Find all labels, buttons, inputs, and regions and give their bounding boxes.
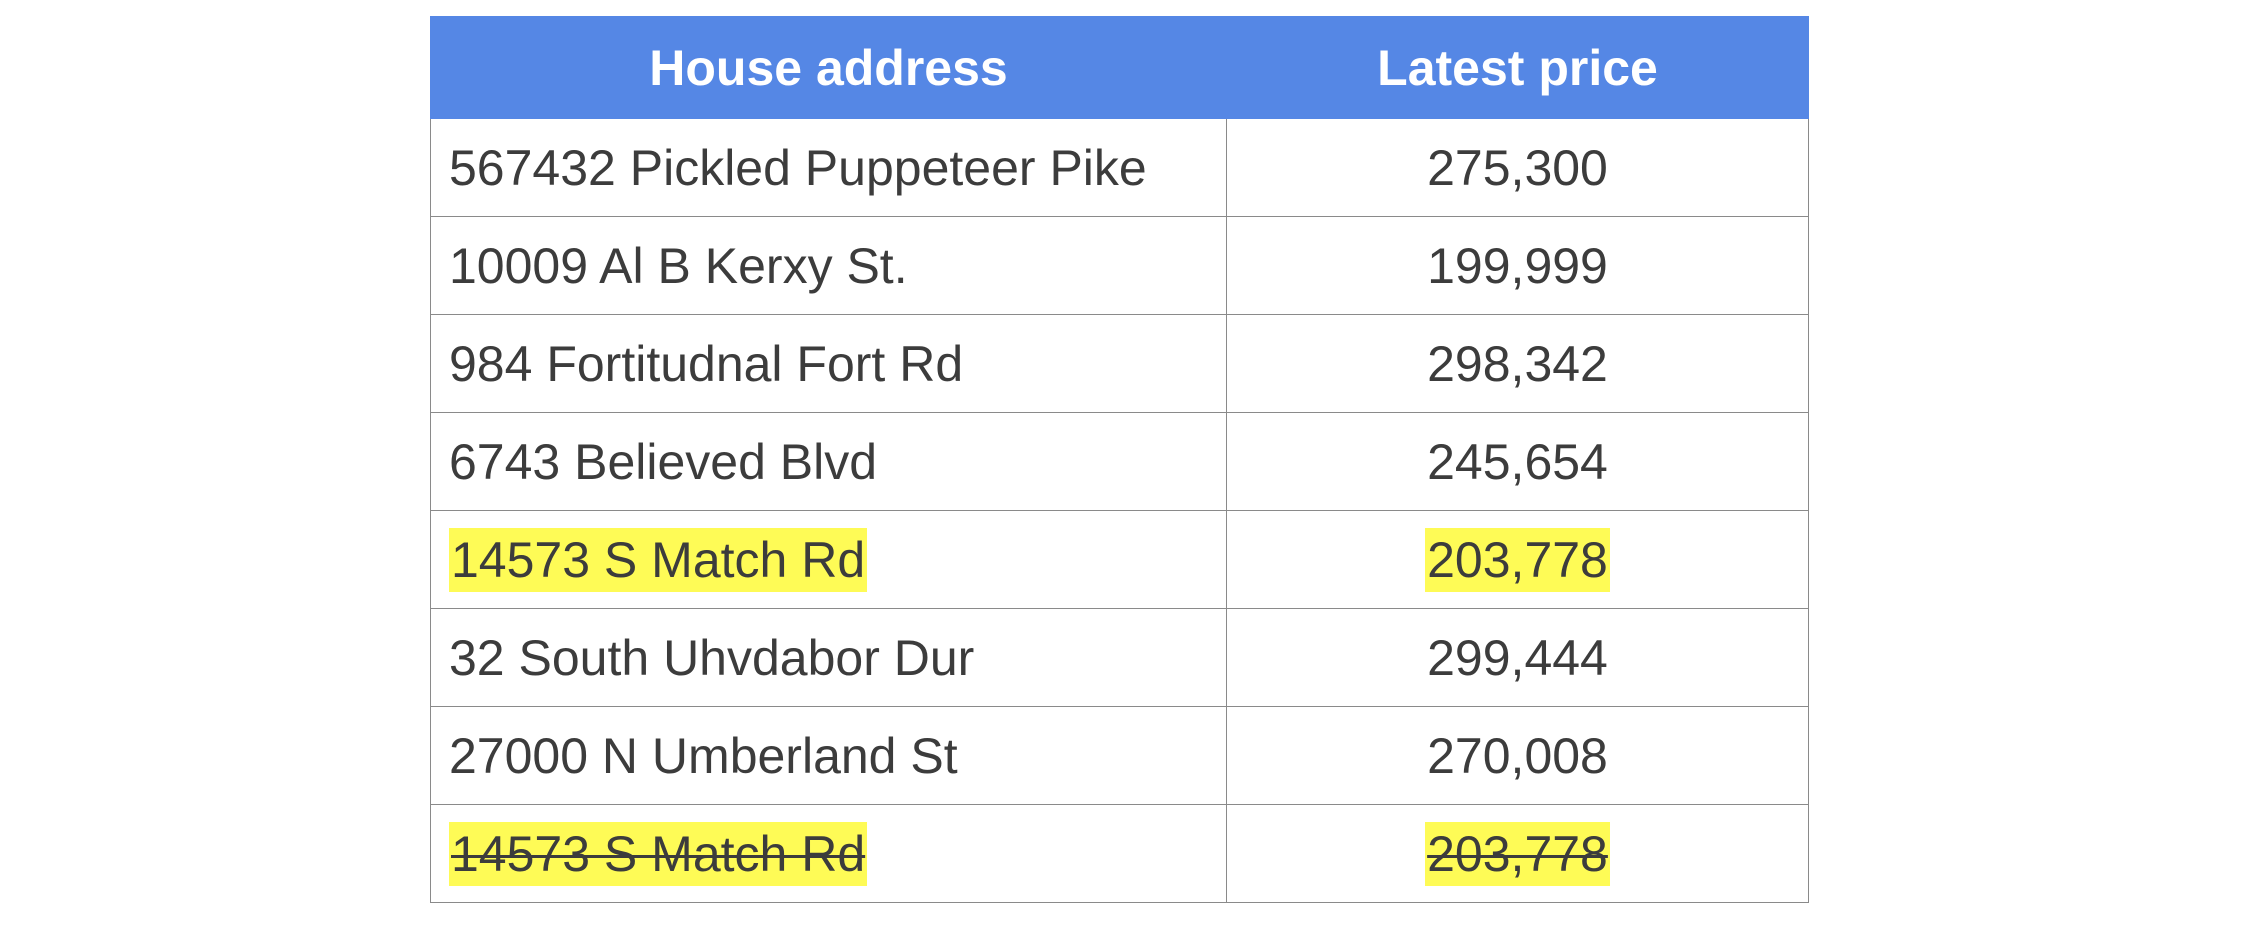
price-cell: 245,654 [1226, 412, 1809, 511]
price-cell: 298,342 [1226, 314, 1809, 413]
table-body: 567432 Pickled Puppeteer Pike 275,300 10… [430, 118, 1809, 903]
table-row: 27000 N Umberland St 270,008 [430, 706, 1809, 805]
header-house-address: House address [430, 16, 1227, 119]
price-text: 245,654 [1427, 433, 1608, 490]
price-text: 270,008 [1427, 727, 1608, 784]
address-text: 10009 Al B Kerxy St. [449, 237, 908, 294]
address-cell: 984 Fortitudnal Fort Rd [430, 314, 1227, 413]
price-text: 299,444 [1427, 629, 1608, 686]
price-cell: 203,778 [1226, 510, 1809, 609]
table-header: House address Latest price [430, 16, 1809, 119]
price-text-struck: 203,778 [1425, 821, 1610, 886]
header-row: House address Latest price [430, 16, 1809, 119]
address-text: 32 South Uhvdabor Dur [449, 629, 975, 686]
price-text: 298,342 [1427, 335, 1608, 392]
address-text-struck: 14573 S Match Rd [449, 821, 868, 886]
price-cell: 203,778 [1226, 804, 1809, 903]
address-text: 27000 N Umberland St [449, 727, 958, 784]
table-row: 6743 Believed Blvd 245,654 [430, 412, 1809, 511]
address-cell: 32 South Uhvdabor Dur [430, 608, 1227, 707]
table-row: 984 Fortitudnal Fort Rd 298,342 [430, 314, 1809, 413]
address-text-highlighted: 14573 S Match Rd [449, 527, 868, 592]
house-price-table-container: House address Latest price 567432 Pickle… [430, 16, 1809, 903]
price-cell: 275,300 [1226, 118, 1809, 217]
table-row-duplicate-struck: 14573 S Match Rd 203,778 [430, 804, 1809, 903]
address-cell: 14573 S Match Rd [430, 510, 1227, 609]
address-cell: 14573 S Match Rd [430, 804, 1227, 903]
house-price-table: House address Latest price 567432 Pickle… [430, 16, 1809, 903]
price-text: 199,999 [1427, 237, 1608, 294]
table-row-highlighted: 14573 S Match Rd 203,778 [430, 510, 1809, 609]
header-latest-price: Latest price [1226, 16, 1809, 119]
price-cell: 199,999 [1226, 216, 1809, 315]
table-row: 567432 Pickled Puppeteer Pike 275,300 [430, 118, 1809, 217]
address-text: 567432 Pickled Puppeteer Pike [449, 139, 1147, 196]
address-cell: 567432 Pickled Puppeteer Pike [430, 118, 1227, 217]
price-cell: 270,008 [1226, 706, 1809, 805]
price-text: 275,300 [1427, 139, 1608, 196]
price-text-highlighted: 203,778 [1425, 527, 1610, 592]
address-text: 6743 Believed Blvd [449, 433, 878, 490]
address-cell: 6743 Believed Blvd [430, 412, 1227, 511]
address-cell: 10009 Al B Kerxy St. [430, 216, 1227, 315]
address-cell: 27000 N Umberland St [430, 706, 1227, 805]
table-row: 10009 Al B Kerxy St. 199,999 [430, 216, 1809, 315]
table-row: 32 South Uhvdabor Dur 299,444 [430, 608, 1809, 707]
address-text: 984 Fortitudnal Fort Rd [449, 335, 964, 392]
price-cell: 299,444 [1226, 608, 1809, 707]
